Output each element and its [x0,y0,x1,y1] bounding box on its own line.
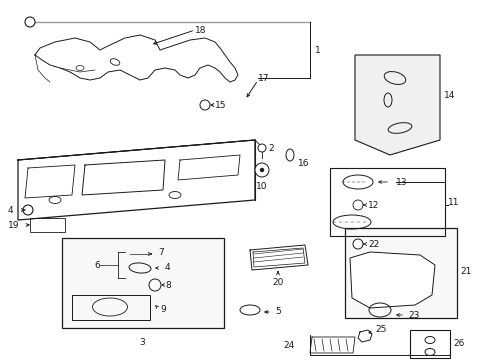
Bar [329,168,444,236]
Circle shape [352,239,362,249]
Text: 22: 22 [367,239,379,248]
Text: 15: 15 [215,100,226,109]
Text: 10: 10 [256,182,267,191]
Text: 13: 13 [395,177,407,186]
Bar [30,218,65,232]
Text: 14: 14 [443,90,454,99]
Polygon shape [349,252,434,308]
Text: 5: 5 [274,307,280,316]
Text: 6: 6 [94,261,100,270]
Circle shape [23,205,33,215]
Text: 25: 25 [374,325,386,334]
Text: 4: 4 [164,264,170,273]
Bar [72,295,150,320]
Circle shape [25,17,35,27]
Text: 18: 18 [195,26,206,35]
Bar [62,238,224,328]
Text: 3: 3 [139,338,144,347]
Bar [62,238,224,328]
Text: 20: 20 [272,278,283,287]
Circle shape [200,100,209,110]
Text: 21: 21 [459,267,470,276]
Text: 12: 12 [367,201,379,210]
Circle shape [352,200,362,210]
Text: 11: 11 [447,198,459,207]
Text: 2: 2 [267,144,273,153]
Text: 1: 1 [314,45,320,54]
Bar [345,228,456,318]
Text: 4: 4 [8,206,14,215]
Bar [345,228,456,318]
Bar [409,330,449,358]
Text: 7: 7 [158,248,163,257]
Circle shape [260,168,264,172]
Circle shape [149,279,161,291]
Circle shape [258,144,265,152]
Text: 26: 26 [452,339,464,348]
Text: 16: 16 [297,158,309,167]
Text: 9: 9 [160,306,165,315]
Text: 8: 8 [164,280,170,289]
Text: 17: 17 [258,73,269,82]
Polygon shape [354,55,439,155]
Text: 23: 23 [407,310,419,320]
Text: 19: 19 [8,220,20,230]
Circle shape [254,163,268,177]
Text: 24: 24 [283,341,294,350]
